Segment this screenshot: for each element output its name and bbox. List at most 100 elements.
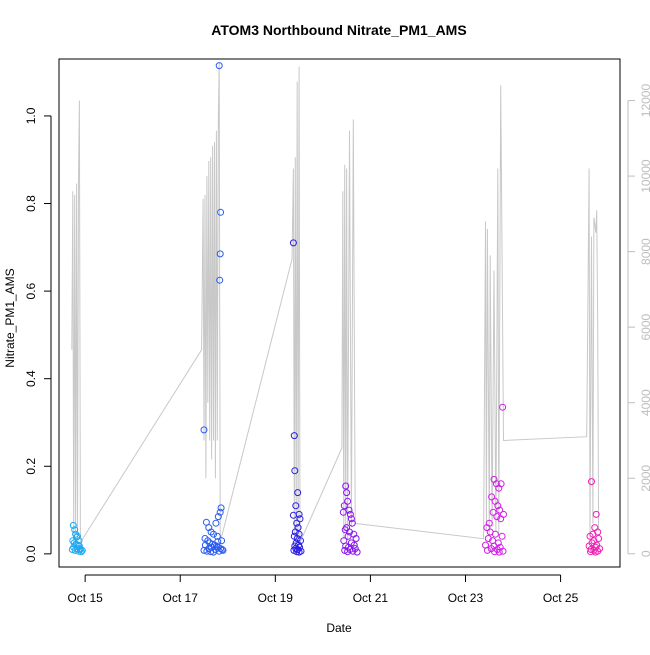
- data-point: [218, 537, 226, 545]
- data-point: [483, 546, 491, 554]
- y2-tick-label: 2000: [639, 465, 650, 492]
- data-point: [344, 532, 352, 540]
- data-point: [219, 546, 227, 554]
- y-tick-label: 0.0: [24, 545, 38, 562]
- data-point: [586, 532, 594, 540]
- data-point: [497, 515, 505, 523]
- altitude-line-layer: [71, 62, 600, 545]
- chart-title: ATOM3 Northbound Nitrate_PM1_AMS: [211, 22, 466, 38]
- y-tick-label: 0.2: [24, 458, 38, 475]
- data-point: [213, 532, 221, 540]
- data-point: [290, 432, 298, 440]
- data-point: [588, 478, 595, 486]
- y2-tick-label: 10000: [639, 159, 650, 193]
- data-point: [215, 547, 223, 555]
- data-point: [216, 276, 224, 284]
- data-point: [211, 546, 219, 553]
- data-point: [207, 528, 215, 536]
- x-tick-label: Oct 21: [353, 591, 389, 605]
- data-point: [217, 208, 225, 216]
- data-point: [215, 62, 223, 70]
- data-point: [491, 530, 499, 538]
- data-point: [483, 524, 491, 532]
- data-point: [75, 537, 83, 545]
- data-point: [216, 250, 224, 258]
- data-point: [295, 548, 303, 556]
- x-tick-label: Oct 19: [258, 591, 294, 605]
- x-tick-label: Oct 15: [67, 591, 103, 605]
- y-tick-label: 0.8: [24, 195, 38, 212]
- data-point: [349, 547, 357, 555]
- data-point: [344, 497, 352, 505]
- y-tick-label: 0.6: [24, 282, 38, 299]
- data-points-layer: [68, 62, 604, 556]
- data-point: [291, 528, 299, 536]
- x-tick-label: Oct 17: [163, 591, 199, 605]
- data-point: [295, 510, 303, 518]
- y2-tick-label: 4000: [639, 389, 650, 416]
- data-point: [347, 515, 355, 523]
- x-tick-label: Oct 23: [448, 591, 484, 605]
- data-point: [591, 548, 599, 556]
- data-point: [293, 519, 301, 527]
- data-point: [214, 538, 222, 546]
- data-point: [294, 489, 302, 497]
- data-point: [495, 548, 503, 556]
- data-point: [200, 426, 208, 434]
- data-point: [590, 546, 598, 554]
- data-point: [592, 510, 600, 518]
- data-point: [348, 519, 356, 527]
- data-point: [499, 403, 507, 411]
- data-point: [214, 513, 222, 521]
- data-point: [341, 526, 349, 534]
- data-point: [68, 546, 76, 553]
- data-point: [484, 535, 492, 542]
- y2-tick-label: 0: [639, 550, 650, 557]
- y2-tick-label: 8000: [639, 238, 650, 265]
- data-point: [499, 547, 507, 555]
- data-point: [217, 504, 225, 512]
- data-point: [493, 513, 501, 521]
- x-axis-label: Date: [326, 621, 352, 635]
- data-point: [72, 530, 80, 538]
- data-point: [498, 532, 506, 540]
- data-point: [212, 519, 220, 527]
- x-tick-label: Oct 25: [543, 591, 579, 605]
- data-point: [346, 510, 354, 518]
- data-point: [78, 546, 86, 554]
- data-point: [216, 508, 224, 516]
- data-point: [346, 528, 353, 536]
- data-point: [208, 543, 216, 551]
- data-point: [291, 467, 299, 475]
- data-point: [340, 502, 348, 510]
- data-point: [201, 541, 209, 549]
- data-point: [488, 493, 496, 501]
- data-point: [496, 506, 504, 514]
- data-point: [494, 502, 502, 510]
- data-point: [292, 502, 300, 510]
- y2-tick-label: 12000: [639, 84, 650, 118]
- y-tick-label: 1.0: [24, 107, 38, 124]
- data-point: [489, 508, 497, 516]
- data-point: [296, 515, 304, 523]
- data-point: [497, 480, 505, 488]
- y2-tick-label: 6000: [639, 313, 650, 340]
- data-point: [74, 532, 81, 540]
- data-point: [344, 548, 352, 556]
- data-point: [73, 533, 81, 541]
- data-point: [297, 537, 304, 545]
- data-point: [339, 508, 347, 516]
- y-tick-label: 0.4: [24, 370, 38, 387]
- data-point: [210, 530, 217, 538]
- data-point: [343, 489, 351, 497]
- data-point: [353, 548, 361, 556]
- data-point: [491, 548, 498, 556]
- data-point: [289, 239, 297, 247]
- data-point: [587, 548, 594, 556]
- axes-layer: Oct 15 Oct 17 Oct 19 Oct 21 Oct 23 Oct 25 0.0 0…: [24, 84, 650, 605]
- data-point: [69, 521, 77, 529]
- plot-frame: [58, 58, 621, 568]
- data-point: [342, 482, 350, 490]
